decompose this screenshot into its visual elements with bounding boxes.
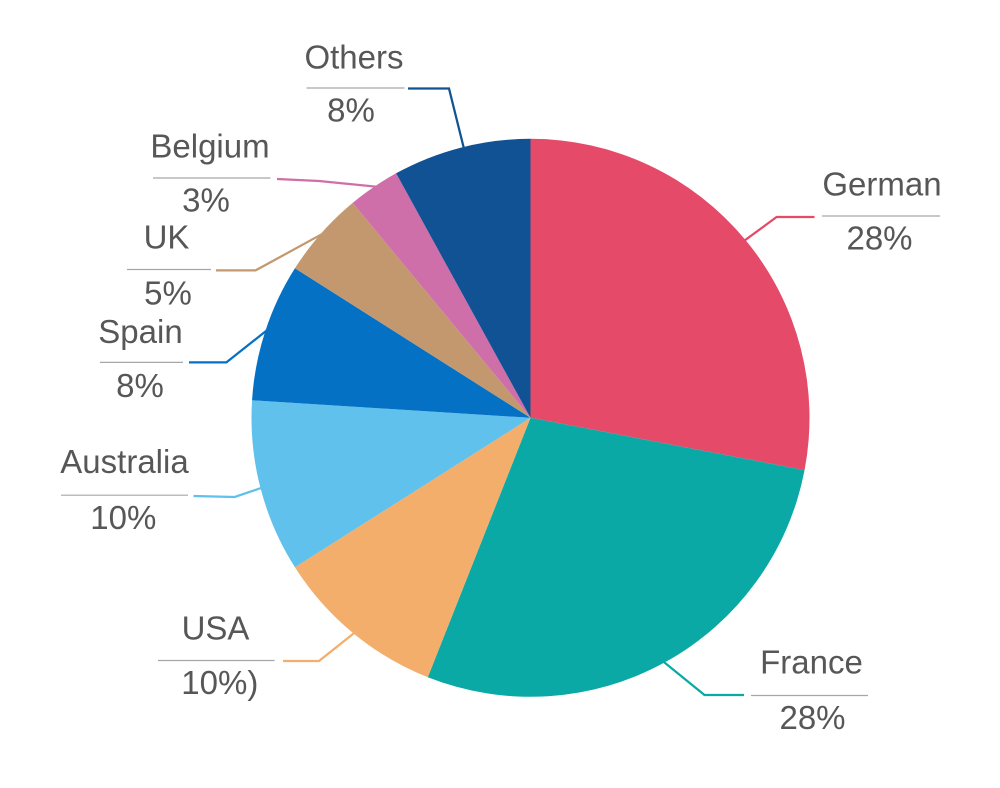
svg-text:8%: 8% bbox=[116, 367, 164, 404]
svg-text:UK: UK bbox=[144, 218, 190, 255]
svg-text:28%: 28% bbox=[846, 220, 912, 257]
svg-text:10%: 10% bbox=[90, 499, 156, 536]
svg-text:USA: USA bbox=[182, 610, 250, 647]
svg-text:10%): 10%) bbox=[181, 664, 258, 701]
svg-text:28%: 28% bbox=[779, 699, 845, 736]
svg-text:8%: 8% bbox=[327, 92, 375, 129]
svg-text:Others: Others bbox=[304, 39, 403, 76]
svg-text:Belgium: Belgium bbox=[150, 128, 269, 165]
svg-text:France: France bbox=[760, 643, 863, 680]
svg-text:5%: 5% bbox=[144, 275, 192, 312]
svg-text:German: German bbox=[822, 166, 941, 203]
svg-text:3%: 3% bbox=[182, 182, 230, 219]
svg-text:Australia: Australia bbox=[60, 443, 189, 480]
svg-text:Spain: Spain bbox=[98, 313, 182, 350]
